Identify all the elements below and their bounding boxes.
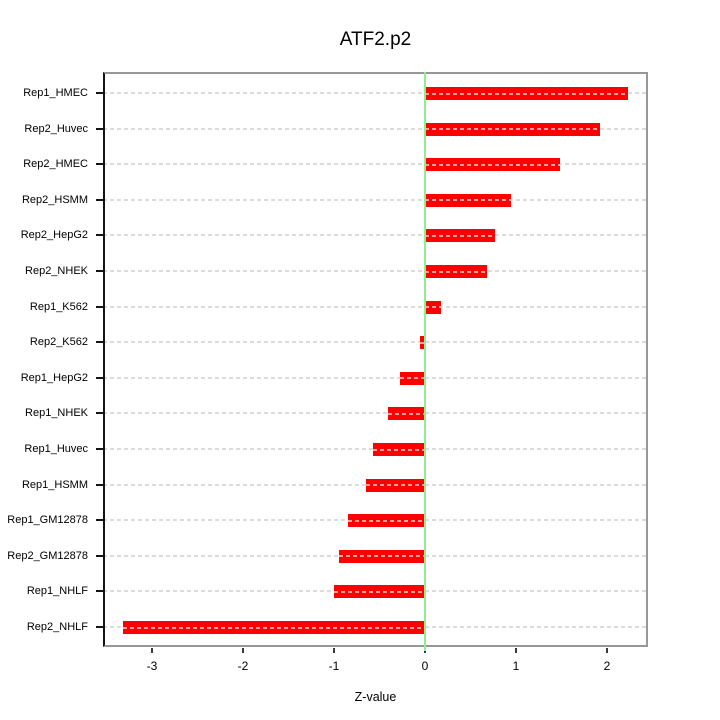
bar	[338, 549, 425, 563]
bar-dash-overlay	[425, 128, 600, 131]
y-axis-label: Rep1_HepG2	[20, 371, 88, 384]
bar-dash-overlay	[373, 448, 425, 451]
bar-dash-overlay	[338, 555, 425, 558]
y-axis-label: Rep1_NHEK	[25, 407, 88, 420]
y-axis-label: Rep2_GM12878	[7, 549, 88, 562]
x-tick-label: -2	[237, 659, 249, 673]
bar-dash-overlay	[122, 626, 425, 629]
bar	[425, 158, 560, 172]
grid-line	[103, 92, 648, 94]
grid-line	[103, 163, 648, 166]
bar-dash-overlay	[334, 590, 425, 593]
y-axis-tick	[96, 198, 103, 201]
x-axis-tick	[606, 648, 608, 653]
grid-line	[103, 305, 648, 308]
x-axis-title: Z-value	[354, 690, 397, 704]
grid-line	[103, 234, 648, 237]
y-axis-tick	[96, 270, 103, 272]
x-tick-label: 2	[603, 659, 611, 673]
y-axis-tick	[96, 448, 103, 450]
bar-dash-overlay	[425, 163, 560, 166]
bar	[425, 193, 512, 207]
y-axis-label: Rep1_K562	[29, 300, 88, 313]
x-axis-tick	[515, 648, 517, 653]
grid-line	[103, 376, 648, 379]
y-axis-label: Rep1_Huvec	[24, 443, 88, 455]
bar	[425, 122, 600, 136]
bar	[334, 585, 425, 599]
bar	[425, 87, 628, 100]
bar	[425, 229, 496, 243]
y-axis-label: Rep1_HMEC	[23, 87, 88, 99]
x-axis-tick	[151, 648, 153, 653]
y-axis-tick	[96, 127, 103, 130]
bar-dash-overlay	[425, 270, 487, 273]
bar-dash-overlay	[425, 306, 442, 309]
bar-dash-overlay	[347, 519, 425, 522]
y-axis-label: Rep2_NHEK	[25, 265, 88, 277]
plot-area	[103, 72, 648, 651]
bar	[425, 265, 487, 278]
y-axis-tick	[96, 483, 103, 486]
x-tick-label: 0	[421, 659, 429, 673]
bar	[399, 371, 425, 385]
y-axis-tick	[96, 626, 103, 628]
y-axis-label: Rep2_NHLF	[26, 621, 88, 633]
y-axis-tick	[96, 305, 103, 308]
y-axis-label: Rep1_NHLF	[26, 585, 88, 598]
y-axis-tick	[96, 163, 103, 166]
y-axis-tick	[96, 341, 103, 344]
bar-dash-overlay	[420, 341, 425, 344]
bar	[387, 407, 425, 421]
x-tick-label: 1	[512, 659, 520, 673]
y-axis-tick	[96, 519, 103, 522]
bar-dash-overlay	[399, 377, 425, 380]
bar-dash-overlay	[425, 199, 512, 202]
y-axis-tick	[96, 234, 103, 237]
y-axis-label: Rep2_Huvec	[24, 122, 88, 135]
bar	[420, 336, 425, 350]
y-axis-tick	[96, 590, 103, 593]
chart-title: ATF2.p2	[339, 29, 412, 50]
x-tick-label: -3	[146, 659, 158, 673]
bar-dash-overlay	[387, 412, 425, 415]
y-axis-tick	[96, 92, 103, 94]
y-axis-label: Rep1_GM12878	[7, 514, 88, 527]
zero-reference-line	[424, 72, 426, 651]
y-axis-label: Rep2_HSMM	[21, 193, 88, 206]
y-axis-label: Rep1_HSMM	[21, 478, 88, 491]
bar	[347, 514, 425, 528]
y-axis-tick	[96, 376, 103, 379]
bar	[373, 443, 425, 456]
grid-line	[103, 198, 648, 201]
y-axis-label: Rep2_K562	[29, 336, 88, 349]
grid-line	[103, 341, 648, 344]
y-axis-tick	[96, 554, 103, 557]
x-tick-label: -1	[328, 659, 340, 673]
bar-dash-overlay	[425, 92, 628, 95]
y-axis-label: Rep2_HepG2	[20, 229, 88, 242]
x-axis-tick	[333, 648, 335, 653]
bar	[425, 300, 442, 314]
bar	[122, 621, 425, 634]
grid-line	[103, 270, 648, 272]
grid-line	[103, 127, 648, 130]
y-axis-label: Rep2_HMEC	[23, 158, 88, 171]
x-axis-tick	[242, 648, 244, 653]
y-axis-tick	[96, 412, 103, 415]
bar-dash-overlay	[425, 234, 496, 237]
grid-line	[103, 412, 648, 415]
bar-dash-overlay	[365, 484, 425, 487]
bar	[365, 478, 425, 492]
